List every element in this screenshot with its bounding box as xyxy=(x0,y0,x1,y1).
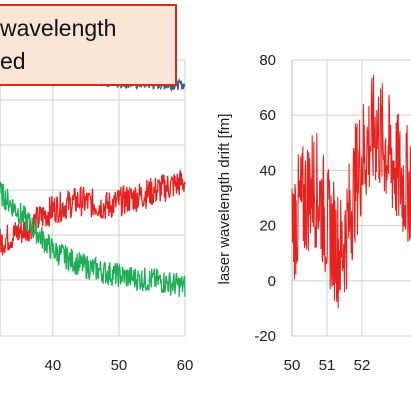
chart-title: wavelength ed xyxy=(0,12,116,78)
left-x-tick-label: 60 xyxy=(177,357,194,374)
chart-title-box: wavelength ed xyxy=(0,4,177,86)
right-chart: -20 0 20 40 60 80 50 51 52 laser wavelength dri… xyxy=(216,52,411,374)
right-x-tick-label: 51 xyxy=(319,357,336,374)
right-series-red xyxy=(291,74,411,309)
left-chart: 40 50 60 xyxy=(0,59,194,374)
right-x-tick-label: 52 xyxy=(354,357,371,374)
left-x-tick-label: 50 xyxy=(111,357,128,374)
right-y-tick-label: 80 xyxy=(259,52,276,69)
left-x-ticks: 40 50 60 xyxy=(45,357,194,374)
left-series-group xyxy=(0,73,186,298)
right-series-group xyxy=(291,74,411,309)
right-y-tick-label: 40 xyxy=(259,162,276,179)
title-line-2: ed xyxy=(0,48,26,74)
right-y-tick-label: 0 xyxy=(268,273,276,290)
left-x-tick-label: 40 xyxy=(45,357,62,374)
right-y-ticks: -20 0 20 40 60 80 xyxy=(254,52,276,345)
right-y-tick-label: 60 xyxy=(259,107,276,124)
right-y-tick-label: -20 xyxy=(254,328,276,345)
right-y-tick-label: 20 xyxy=(259,218,276,235)
right-x-ticks: 50 51 52 xyxy=(284,357,371,374)
title-line-1: wavelength xyxy=(0,15,117,41)
right-y-axis-label: laser wavelength drift [fm] xyxy=(216,114,233,285)
left-series-green xyxy=(0,181,186,298)
right-x-tick-label: 50 xyxy=(284,357,301,374)
